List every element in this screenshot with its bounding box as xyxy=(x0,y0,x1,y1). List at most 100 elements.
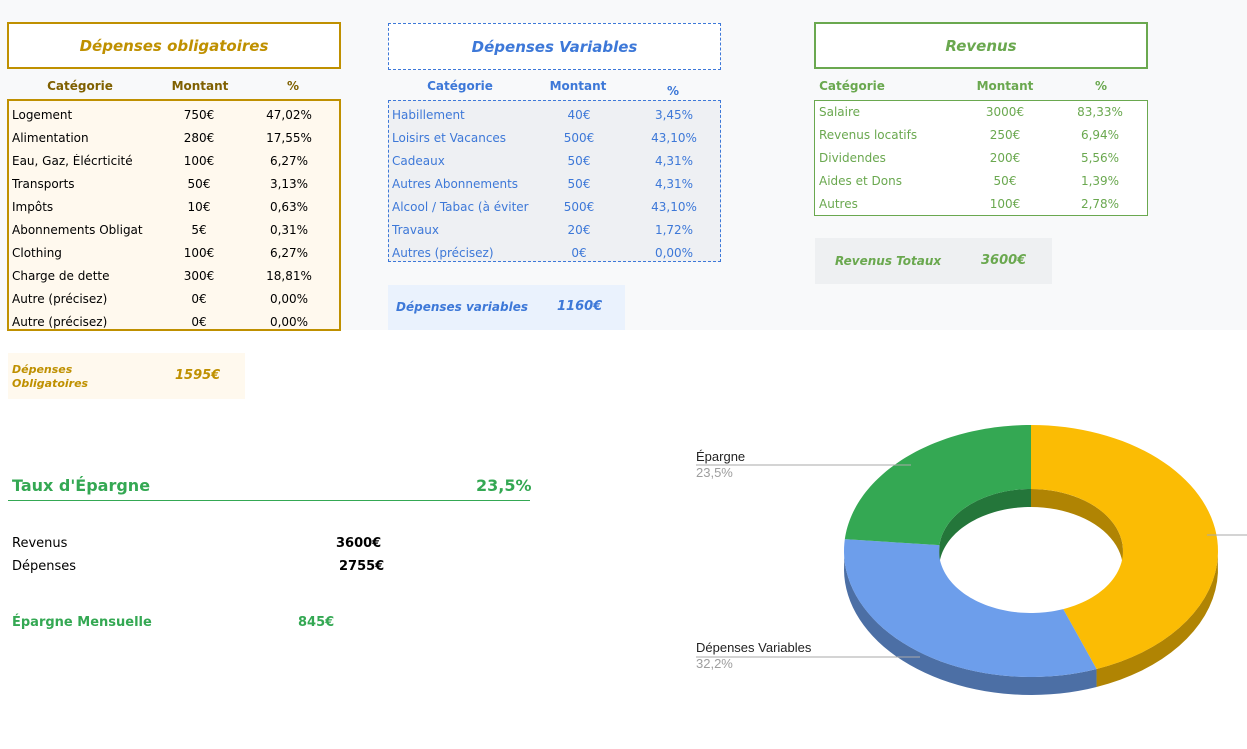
obligatoires-cell-pct: 3,13% xyxy=(269,177,309,191)
obligatoires-cell-montant: 10€ xyxy=(187,200,211,214)
summary-depenses-value: 2755€ xyxy=(339,559,385,574)
revenus-title: Revenus xyxy=(814,22,1148,69)
variables-cell-montant: 50€ xyxy=(567,177,591,191)
chart-label-depenses-variables: Dépenses Variables xyxy=(696,640,812,655)
chart-slice-inner-wall xyxy=(1031,489,1123,571)
variables-table: Habillement 40€ 3,45% Loisirs et Vacances 50… xyxy=(388,100,721,262)
obligatoires-cell-cat: Impôts xyxy=(12,200,54,214)
revenus-cell-pct: 2,78% xyxy=(1080,197,1120,211)
obligatoires-row: Transports 50€ 3,13% xyxy=(9,177,339,200)
obligatoires-row: Clothing 100€ 6,27% xyxy=(9,246,339,269)
revenus-cell-cat: Dividendes xyxy=(819,151,886,165)
revenus-header-montant: Montant xyxy=(976,79,1034,93)
variables-cell-cat: Alcool / Tabac (à éviter xyxy=(392,200,529,214)
revenus-cell-cat: Revenus locatifs xyxy=(819,128,918,142)
variables-row: Loisirs et Vacances 500€ 43,10% xyxy=(389,131,720,154)
obligatoires-header-montant: Montant xyxy=(171,79,229,93)
taux-epargne-value: 23,5% xyxy=(476,476,532,495)
revenus-cell-pct: 6,94% xyxy=(1080,128,1120,142)
summary-revenus-label: Revenus xyxy=(12,536,68,551)
obligatoires-cell-cat: Logement xyxy=(12,108,73,122)
chart-hole xyxy=(939,507,1123,631)
revenus-row: Autres 100€ 2,78% xyxy=(815,197,1147,220)
obligatoires-cell-cat: Alimentation xyxy=(12,131,89,145)
revenus-header-categorie: Catégorie xyxy=(819,79,885,93)
obligatoires-cell-montant: 300€ xyxy=(183,269,215,283)
variables-cell-pct: 4,31% xyxy=(654,154,694,168)
variables-cell-montant: 50€ xyxy=(567,154,591,168)
revenus-row: Salaire 3000€ 83,33% xyxy=(815,105,1147,128)
obligatoires-cell-pct: 47,02% xyxy=(266,108,312,122)
variables-title: Dépenses Variables xyxy=(388,23,721,70)
obligatoires-cell-pct: 0,00% xyxy=(269,315,309,329)
obligatoires-row: Charge de dette 300€ 18,81% xyxy=(9,269,339,292)
revenus-cell-pct: 1,39% xyxy=(1080,174,1120,188)
chart-slice-2 xyxy=(844,425,1031,546)
obligatoires-cell-montant: 0€ xyxy=(191,315,207,329)
variables-cell-montant: 0€ xyxy=(571,246,587,260)
variables-row: Habillement 40€ 3,45% xyxy=(389,108,720,131)
revenus-table: Salaire 3000€ 83,33% Revenus locatifs 250€ 6,… xyxy=(814,100,1148,216)
chart-pct-depenses-variables: 32,2% xyxy=(696,656,733,671)
obligatoires-cell-montant: 100€ xyxy=(183,246,215,260)
variables-row: Alcool / Tabac (à éviter 500€ 43,10% xyxy=(389,200,720,223)
variables-row: Autres (précisez) 0€ 0,00% xyxy=(389,246,720,269)
variables-total-value: 1160€ xyxy=(557,299,603,314)
chart-slice-inner-wall xyxy=(939,489,1031,564)
revenus-cell-pct: 5,56% xyxy=(1080,151,1120,165)
chart-slice-side xyxy=(1096,545,1218,688)
obligatoires-cell-cat: Transports xyxy=(12,177,75,191)
variables-cell-cat: Autres (précisez) xyxy=(392,246,494,260)
chart-slice-0 xyxy=(1031,425,1218,670)
revenus-total-value: 3600€ xyxy=(981,253,1027,268)
epargne-mensuelle-label: Épargne Mensuelle xyxy=(12,615,152,630)
variables-cell-pct: 0,00% xyxy=(654,246,694,260)
variables-cell-cat: Travaux xyxy=(392,223,440,237)
revenus-cell-cat: Salaire xyxy=(819,105,861,119)
obligatoires-table: Logement 750€ 47,02% Alimentation 280€ 17,55%… xyxy=(7,99,341,331)
obligatoires-cell-cat: Abonnements Obligat xyxy=(12,223,143,237)
chart-slice-1 xyxy=(844,539,1097,677)
obligatoires-cell-montant: 100€ xyxy=(183,154,215,168)
obligatoires-header-pct: % xyxy=(286,79,300,93)
variables-cell-montant: 500€ xyxy=(563,131,595,145)
obligatoires-cell-cat: Autre (précisez) xyxy=(12,315,108,329)
variables-row: Travaux 20€ 1,72% xyxy=(389,223,720,246)
summary-revenus-value: 3600€ xyxy=(336,536,382,551)
obligatoires-title: Dépenses obligatoires xyxy=(7,22,341,69)
obligatoires-cell-montant: 750€ xyxy=(183,108,215,122)
obligatoires-row: Autre (précisez) 0€ 0,00% xyxy=(9,315,339,338)
obligatoires-cell-pct: 0,31% xyxy=(269,223,309,237)
summary-depenses-label: Dépenses xyxy=(12,559,77,574)
savings-donut-chart xyxy=(696,425,1247,695)
variables-row: Cadeaux 50€ 4,31% xyxy=(389,154,720,177)
obligatoires-cell-montant: 280€ xyxy=(183,131,215,145)
obligatoires-row: Autre (précisez) 0€ 0,00% xyxy=(9,292,339,315)
variables-cell-cat: Habillement xyxy=(392,108,465,122)
chart-slice-side xyxy=(844,545,1097,695)
variables-row: Autres Abonnements 50€ 4,31% xyxy=(389,177,720,200)
obligatoires-cell-montant: 5€ xyxy=(191,223,207,237)
revenus-row: Aides et Dons 50€ 1,39% xyxy=(815,174,1147,197)
variables-header-pct: % xyxy=(666,84,680,98)
variables-cell-pct: 3,45% xyxy=(654,108,694,122)
variables-cell-montant: 20€ xyxy=(567,223,591,237)
revenus-row: Dividendes 200€ 5,56% xyxy=(815,151,1147,174)
obligatoires-cell-pct: 0,00% xyxy=(269,292,309,306)
revenus-cell-cat: Autres xyxy=(819,197,858,211)
variables-cell-pct: 1,72% xyxy=(654,223,694,237)
obligatoires-cell-pct: 18,81% xyxy=(266,269,312,283)
revenus-cell-montant: 200€ xyxy=(989,151,1021,165)
obligatoires-cell-montant: 50€ xyxy=(187,177,211,191)
revenus-cell-montant: 50€ xyxy=(993,174,1017,188)
obligatoires-cell-cat: Eau, Gaz, Élécrticité xyxy=(12,154,133,168)
obligatoires-cell-montant: 0€ xyxy=(191,292,207,306)
revenus-cell-montant: 250€ xyxy=(989,128,1021,142)
obligatoires-total-value: 1595€ xyxy=(175,368,221,383)
obligatoires-cell-pct: 0,63% xyxy=(269,200,309,214)
revenus-total-label: Revenus Totaux xyxy=(835,254,942,268)
variables-cell-cat: Loisirs et Vacances xyxy=(392,131,507,145)
obligatoires-total: Dépenses Obligatoires 1595€ xyxy=(8,353,245,399)
variables-header-montant: Montant xyxy=(549,79,607,93)
obligatoires-row: Abonnements Obligat 5€ 0,31% xyxy=(9,223,339,246)
